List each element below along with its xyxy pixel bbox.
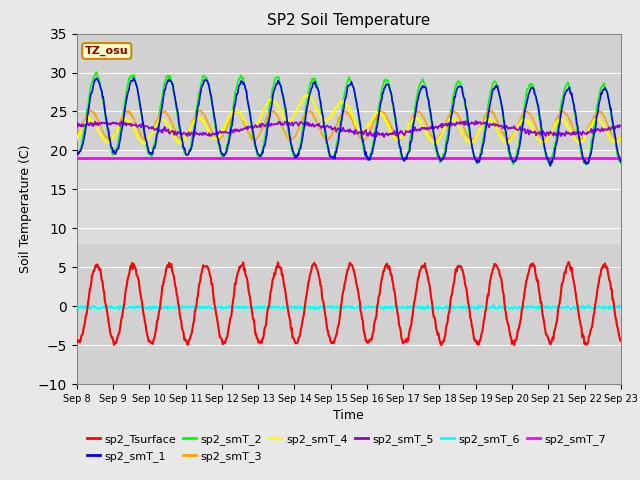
sp2_smT_3: [431, 135, 439, 141]
Y-axis label: Soil Temperature (C): Soil Temperature (C): [19, 144, 32, 273]
sp2_smT_4: [223, 118, 231, 124]
sp2_smT_3: [139, 136, 147, 142]
sp2_Tsurface: [617, 338, 625, 344]
Text: TZ_osu: TZ_osu: [85, 46, 129, 56]
sp2_smT_3: [558, 107, 566, 112]
sp2_smT_2: [195, 91, 202, 97]
sp2_smT_3: [73, 135, 81, 141]
sp2_smT_7: [223, 156, 230, 161]
sp2_smT_7: [194, 156, 202, 161]
sp2_smT_4: [73, 137, 81, 143]
sp2_smT_2: [93, 69, 100, 75]
sp2_smT_1: [617, 159, 625, 165]
sp2_smT_2: [431, 146, 439, 152]
sp2_Tsurface: [223, 335, 230, 341]
sp2_smT_2: [416, 82, 424, 88]
sp2_smT_1: [140, 121, 147, 127]
sp2_smT_6: [420, 306, 428, 312]
sp2_smT_2: [83, 108, 90, 114]
sp2_smT_1: [547, 163, 554, 168]
sp2_smT_5: [194, 131, 202, 136]
sp2_Tsurface: [431, 315, 438, 321]
Line: sp2_smT_2: sp2_smT_2: [77, 72, 621, 165]
Line: sp2_smT_6: sp2_smT_6: [77, 305, 621, 309]
sp2_smT_4: [195, 115, 202, 120]
Legend: sp2_Tsurface, sp2_smT_1, sp2_smT_2, sp2_smT_3, sp2_smT_4, sp2_smT_5, sp2_smT_6, : sp2_Tsurface, sp2_smT_1, sp2_smT_2, sp2_…: [83, 430, 611, 466]
sp2_smT_1: [73, 148, 81, 154]
sp2_smT_4: [417, 118, 424, 123]
Line: sp2_smT_4: sp2_smT_4: [77, 95, 621, 144]
sp2_smT_1: [195, 102, 202, 108]
sp2_smT_7: [139, 156, 147, 161]
sp2_smT_6: [223, 304, 230, 310]
sp2_smT_6: [73, 304, 81, 310]
sp2_smT_5: [380, 134, 388, 140]
sp2_smT_3: [416, 109, 424, 115]
sp2_smT_5: [431, 124, 439, 130]
sp2_smT_2: [547, 162, 554, 168]
sp2_smT_3: [195, 108, 202, 114]
sp2_smT_5: [73, 124, 81, 130]
sp2_smT_1: [431, 142, 439, 147]
sp2_smT_4: [139, 140, 147, 145]
sp2_smT_3: [178, 138, 186, 144]
sp2_smT_3: [223, 122, 231, 128]
sp2_smT_4: [304, 92, 312, 98]
Bar: [77, 244, 621, 384]
sp2_smT_6: [139, 305, 147, 311]
sp2_smT_7: [415, 156, 422, 161]
sp2_smT_3: [83, 113, 90, 119]
Line: sp2_Tsurface: sp2_Tsurface: [77, 262, 621, 345]
sp2_smT_6: [415, 304, 422, 310]
sp2_smT_7: [83, 156, 90, 161]
sp2_Tsurface: [415, 274, 422, 280]
sp2_smT_6: [194, 305, 202, 311]
sp2_smT_5: [83, 121, 90, 127]
sp2_smT_5: [223, 130, 230, 136]
sp2_smT_7: [73, 156, 81, 161]
sp2_smT_1: [416, 90, 424, 96]
Line: sp2_smT_3: sp2_smT_3: [77, 109, 621, 141]
sp2_smT_5: [139, 123, 147, 129]
sp2_smT_6: [83, 304, 90, 310]
sp2_smT_4: [83, 118, 90, 123]
Bar: [77, 34, 621, 150]
sp2_Tsurface: [139, 304, 147, 310]
sp2_smT_2: [140, 127, 147, 133]
X-axis label: Time: Time: [333, 409, 364, 422]
Title: SP2 Soil Temperature: SP2 Soil Temperature: [267, 13, 431, 28]
sp2_smT_4: [177, 142, 184, 147]
sp2_smT_3: [617, 134, 625, 140]
sp2_smT_6: [431, 304, 439, 310]
sp2_Tsurface: [83, 311, 90, 317]
Line: sp2_smT_1: sp2_smT_1: [77, 78, 621, 166]
sp2_smT_5: [472, 118, 479, 124]
sp2_Tsurface: [194, 293, 202, 299]
sp2_smT_2: [73, 149, 81, 155]
sp2_smT_7: [431, 156, 438, 161]
sp2_smT_2: [617, 160, 625, 166]
Line: sp2_smT_5: sp2_smT_5: [77, 121, 621, 137]
sp2_smT_6: [617, 304, 625, 310]
sp2_smT_4: [433, 139, 440, 144]
sp2_smT_4: [617, 135, 625, 141]
sp2_smT_1: [83, 121, 90, 127]
sp2_Tsurface: [73, 337, 81, 343]
sp2_Tsurface: [438, 342, 445, 348]
sp2_smT_1: [130, 75, 138, 81]
sp2_smT_7: [617, 156, 625, 161]
sp2_smT_2: [223, 143, 231, 148]
sp2_smT_5: [617, 123, 625, 129]
sp2_smT_6: [585, 302, 593, 308]
sp2_smT_5: [416, 127, 424, 132]
sp2_smT_1: [223, 145, 231, 151]
sp2_Tsurface: [564, 259, 572, 265]
